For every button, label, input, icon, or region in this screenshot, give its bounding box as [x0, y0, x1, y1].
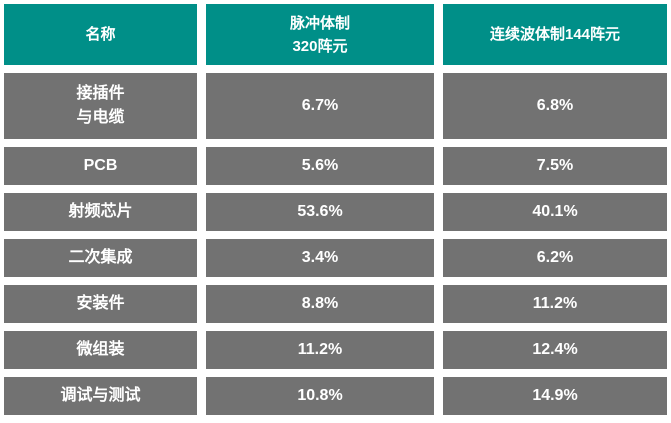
header-cell-pulse-320: 脉冲体制 320阵元	[206, 4, 434, 65]
header-cell-name: 名称	[4, 4, 197, 65]
pulse-320-value-cell: 10.8%	[206, 377, 434, 415]
cw-144-value-cell: 7.5%	[443, 147, 667, 185]
pulse-320-value-cell: 11.2%	[206, 331, 434, 369]
pulse-320-value-cell: 8.8%	[206, 285, 434, 323]
cw-144-value-cell: 11.2%	[443, 285, 667, 323]
cw-144-value-cell: 40.1%	[443, 193, 667, 231]
pulse-320-value-cell: 6.7%	[206, 73, 434, 139]
row-label-cell: 二次集成	[4, 239, 197, 277]
cost-breakdown-table: 名称 脉冲体制 320阵元 连续波体制144阵元 接插件 与电缆 6.7% 6.8%…	[4, 4, 667, 415]
header-cell-cw-144: 连续波体制144阵元	[443, 4, 667, 65]
pulse-320-value-cell: 3.4%	[206, 239, 434, 277]
pulse-320-value-cell: 53.6%	[206, 193, 434, 231]
row-label-cell: 微组装	[4, 331, 197, 369]
pulse-320-value-cell: 5.6%	[206, 147, 434, 185]
cw-144-value-cell: 6.8%	[443, 73, 667, 139]
cw-144-value-cell: 14.9%	[443, 377, 667, 415]
row-label-cell: PCB	[4, 147, 197, 185]
cw-144-value-cell: 12.4%	[443, 331, 667, 369]
row-label-cell: 调试与测试	[4, 377, 197, 415]
row-label-cell: 射频芯片	[4, 193, 197, 231]
cw-144-value-cell: 6.2%	[443, 239, 667, 277]
row-label-cell: 安装件	[4, 285, 197, 323]
row-label-cell: 接插件 与电缆	[4, 73, 197, 139]
